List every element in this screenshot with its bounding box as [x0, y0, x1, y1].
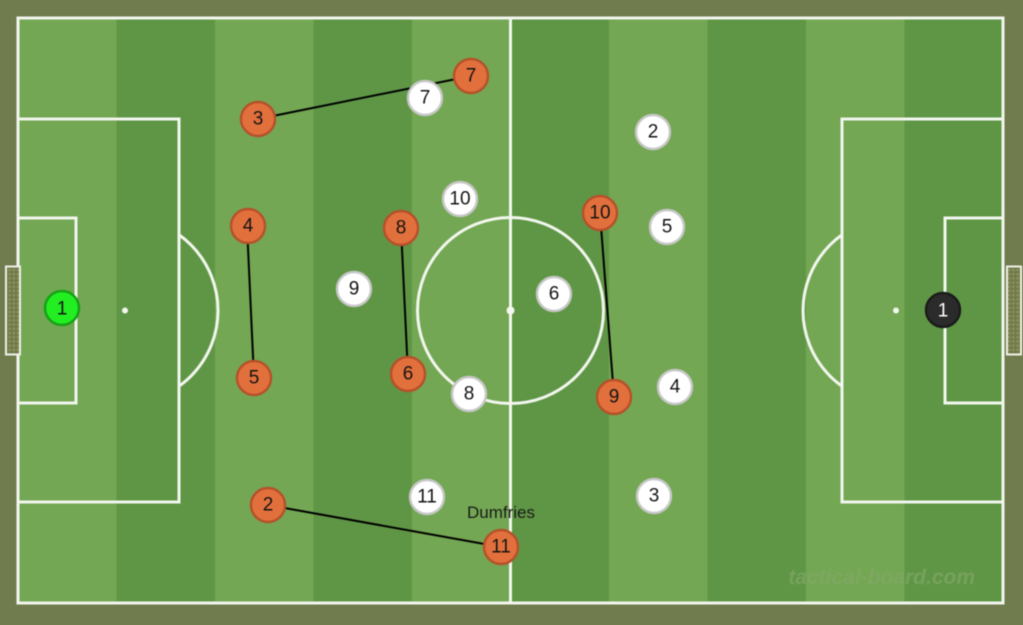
- svg-text:5: 5: [249, 368, 260, 389]
- svg-text:8: 8: [464, 384, 475, 405]
- svg-text:9: 9: [349, 279, 360, 300]
- svg-text:7: 7: [466, 66, 477, 87]
- svg-text:7: 7: [420, 88, 431, 109]
- svg-text:4: 4: [243, 216, 254, 237]
- svg-text:3: 3: [649, 486, 660, 507]
- svg-text:tactical-board.com: tactical-board.com: [788, 566, 975, 589]
- svg-text:10: 10: [589, 203, 610, 224]
- svg-text:4: 4: [670, 377, 681, 398]
- svg-text:10: 10: [449, 189, 470, 210]
- svg-text:11: 11: [417, 487, 437, 508]
- svg-text:2: 2: [648, 122, 659, 143]
- svg-text:5: 5: [662, 217, 673, 238]
- svg-text:6: 6: [549, 284, 560, 305]
- svg-text:2: 2: [263, 495, 274, 516]
- svg-text:9: 9: [609, 387, 620, 408]
- svg-text:1: 1: [57, 299, 68, 320]
- svg-text:8: 8: [396, 218, 407, 239]
- svg-text:3: 3: [253, 109, 264, 130]
- svg-text:6: 6: [403, 364, 414, 385]
- svg-text:Dumfries: Dumfries: [467, 503, 535, 522]
- svg-text:1: 1: [938, 301, 949, 322]
- svg-text:11: 11: [491, 537, 511, 558]
